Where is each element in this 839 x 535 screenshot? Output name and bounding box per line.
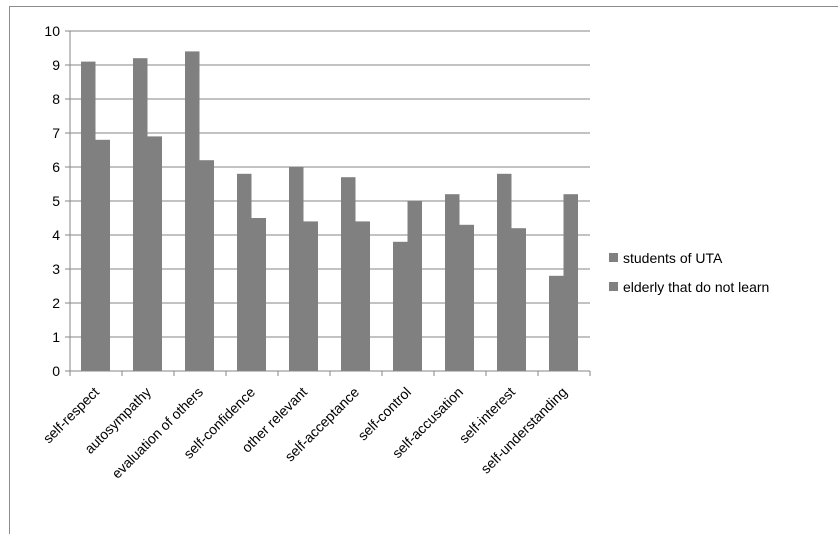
y-tick-label: 1 bbox=[52, 329, 60, 345]
bar-students bbox=[133, 58, 148, 371]
bar-elderly bbox=[407, 201, 422, 371]
bar-students bbox=[497, 173, 512, 371]
legend: students of UTA elderly that do not lear… bbox=[609, 250, 769, 295]
y-tick-label: 9 bbox=[52, 57, 60, 73]
bar-students bbox=[237, 173, 252, 371]
bar-elderly bbox=[459, 224, 474, 371]
bar-students bbox=[81, 61, 96, 371]
bar-elderly bbox=[251, 218, 266, 371]
bar-elderly bbox=[355, 221, 370, 371]
bar-students bbox=[393, 241, 408, 371]
y-tick-label: 8 bbox=[52, 91, 60, 107]
y-tick-label: 7 bbox=[52, 125, 60, 141]
bar-students bbox=[549, 275, 564, 371]
axes bbox=[65, 30, 591, 376]
y-tick-label: 6 bbox=[52, 159, 60, 175]
legend-label-students: students of UTA bbox=[623, 250, 723, 266]
bars bbox=[81, 51, 578, 372]
x-tick-label: self-understanding bbox=[477, 384, 570, 477]
y-tick-label: 2 bbox=[52, 295, 60, 311]
x-tick-label: evaluation of others bbox=[108, 384, 206, 482]
legend-swatch-students bbox=[609, 253, 618, 262]
legend-label-elderly: elderly that do not learn bbox=[623, 279, 769, 295]
bar-elderly bbox=[511, 228, 526, 371]
y-tick-label: 4 bbox=[52, 227, 60, 243]
y-tick-label: 10 bbox=[44, 23, 60, 39]
y-tick-label: 0 bbox=[52, 363, 60, 379]
legend-swatch-elderly bbox=[609, 282, 618, 291]
bar-elderly bbox=[563, 194, 578, 371]
bar-students bbox=[445, 194, 460, 371]
bar-students bbox=[289, 167, 304, 371]
bar-students bbox=[341, 177, 356, 371]
y-tick-label: 3 bbox=[52, 261, 60, 277]
y-tick-label: 5 bbox=[52, 193, 60, 209]
bar-elderly bbox=[95, 139, 110, 371]
bar-elderly bbox=[303, 221, 318, 371]
bar-elderly bbox=[147, 136, 162, 371]
bar-elderly bbox=[199, 160, 214, 371]
chart-frame bbox=[9, 6, 838, 534]
y-tick-labels: 0 1 2 3 4 5 6 7 8 9 10 bbox=[44, 23, 60, 379]
bar-students bbox=[185, 51, 200, 372]
